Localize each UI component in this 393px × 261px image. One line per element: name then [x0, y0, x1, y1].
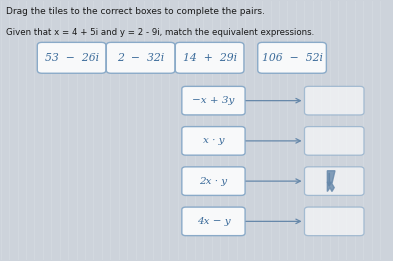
Text: 2x · y: 2x · y — [199, 177, 228, 186]
FancyBboxPatch shape — [175, 42, 244, 73]
FancyBboxPatch shape — [305, 167, 364, 195]
FancyBboxPatch shape — [305, 86, 364, 115]
Text: x · y: x · y — [203, 137, 224, 145]
FancyBboxPatch shape — [258, 42, 326, 73]
Text: 53  −  26i: 53 − 26i — [44, 53, 99, 63]
FancyBboxPatch shape — [305, 207, 364, 236]
Text: 106  −  52i: 106 − 52i — [262, 53, 323, 63]
FancyBboxPatch shape — [182, 207, 245, 236]
FancyBboxPatch shape — [37, 42, 106, 73]
Text: 4x − y: 4x − y — [196, 217, 230, 226]
Text: 2  −  32i: 2 − 32i — [117, 53, 164, 63]
Text: Given that x = 4 + 5i and y = 2 - 9i, match the equivalent expressions.: Given that x = 4 + 5i and y = 2 - 9i, ma… — [6, 28, 315, 37]
FancyBboxPatch shape — [305, 127, 364, 155]
Text: Drag the tiles to the correct boxes to complete the pairs.: Drag the tiles to the correct boxes to c… — [6, 7, 265, 16]
FancyBboxPatch shape — [107, 42, 175, 73]
FancyBboxPatch shape — [182, 127, 245, 155]
Text: 14  +  29i: 14 + 29i — [183, 53, 237, 63]
FancyBboxPatch shape — [182, 167, 245, 195]
Polygon shape — [327, 171, 335, 192]
Text: −x + 3y: −x + 3y — [192, 96, 235, 105]
FancyBboxPatch shape — [182, 86, 245, 115]
